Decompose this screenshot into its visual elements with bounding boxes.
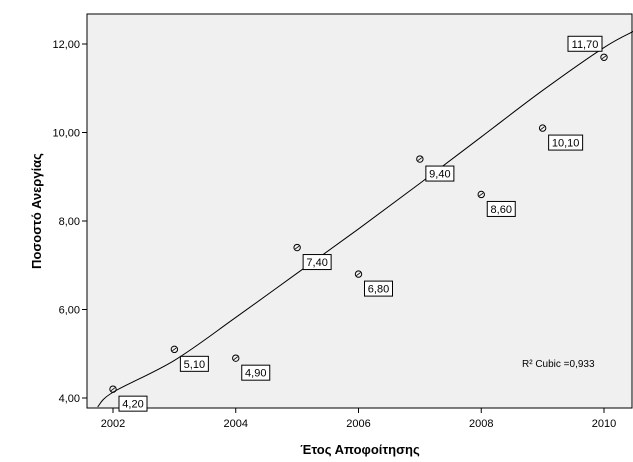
data-label-box: [486, 200, 516, 217]
point-marker: [170, 345, 179, 354]
data-label-box: [302, 254, 332, 271]
data-label: 6,80: [364, 280, 393, 297]
data-label-text: 6,80: [368, 284, 389, 296]
fit-curve-layer: [97, 31, 633, 408]
data-point: [109, 385, 117, 393]
x-tick-label: 2008: [469, 418, 493, 430]
point-marker: [293, 243, 301, 252]
data-label-text: 10,10: [552, 138, 580, 150]
y-axis: 4,00 6,00 8,00 10,00 12,00: [52, 39, 87, 405]
data-label: 10,10: [548, 134, 584, 151]
y-tick-label: 6,00: [59, 305, 80, 317]
point-marker: [538, 124, 547, 132]
data-label-text: 7,40: [306, 257, 327, 269]
data-label-layer: 4,20 5,10 4,90 7,40 6,80 9,40 8,60 10,10 11,70: [118, 35, 603, 412]
data-label-box: [548, 134, 584, 151]
point-marker-stroke: [601, 55, 607, 60]
data-label: 11,70: [567, 35, 603, 52]
data-label-box: [179, 355, 209, 372]
point-marker: [416, 155, 424, 163]
data-point: [600, 53, 608, 61]
x-tick-label: 2006: [346, 418, 370, 430]
data-label-box: [425, 165, 455, 182]
data-point: [293, 243, 301, 252]
point-marker: [354, 270, 363, 278]
data-label-text: 11,70: [572, 39, 599, 51]
y-axis-title: Ποσοστό Ανεργίας: [29, 153, 44, 269]
point-marker-stroke: [356, 272, 361, 276]
data-point: [354, 270, 363, 278]
data-label-box: [118, 395, 148, 412]
point-marker: [477, 190, 485, 199]
y-tick-label: 4,00: [59, 393, 80, 405]
data-label-box: [364, 280, 393, 297]
x-tick-label: 2002: [101, 418, 125, 430]
data-label-text: 5,10: [184, 359, 205, 371]
data-label-text: 9,40: [429, 169, 450, 181]
plot-area: [86, 13, 633, 409]
data-point: [170, 345, 179, 354]
marker-layer: [109, 53, 608, 393]
point-marker-stroke: [417, 157, 423, 161]
data-point: [416, 155, 424, 163]
point-marker-stroke: [540, 126, 545, 130]
point-marker-stroke: [233, 356, 238, 360]
data-label: 7,40: [302, 254, 332, 271]
data-label: 4,20: [118, 395, 148, 412]
x-tick-label: 2004: [224, 418, 248, 430]
y-tick-label: 12,00: [52, 39, 80, 51]
point-marker-stroke: [479, 192, 484, 197]
data-label-text: 4,20: [122, 399, 143, 411]
point-marker-stroke: [294, 245, 300, 250]
data-point: [232, 354, 240, 362]
x-tick-label: 2010: [592, 418, 616, 430]
point-marker: [232, 354, 240, 362]
data-label: 8,60: [486, 200, 516, 217]
point-marker-stroke: [110, 387, 116, 391]
point-marker: [600, 53, 608, 61]
y-tick-label: 10,00: [52, 128, 80, 140]
point-marker: [109, 385, 117, 393]
y-tick-label: 8,00: [59, 216, 80, 228]
data-label-text: 8,60: [491, 204, 512, 216]
point-marker-stroke: [172, 347, 177, 352]
data-label-text: 4,90: [245, 368, 266, 380]
x-axis-title: Έτος Αποφοίτησης: [300, 442, 420, 457]
x-axis: 2002 2004 2006 2008 2010: [101, 408, 616, 430]
data-label: 9,40: [425, 165, 455, 182]
data-label-box: [567, 35, 603, 52]
data-point: [538, 124, 547, 132]
data-label: 4,90: [241, 364, 271, 381]
fit-curve-line: [97, 31, 633, 408]
data-point: [477, 190, 485, 199]
r-squared-annotation: R² Cubic =0,933: [522, 359, 595, 370]
data-label: 5,10: [179, 355, 209, 372]
data-label-box: [241, 364, 271, 381]
